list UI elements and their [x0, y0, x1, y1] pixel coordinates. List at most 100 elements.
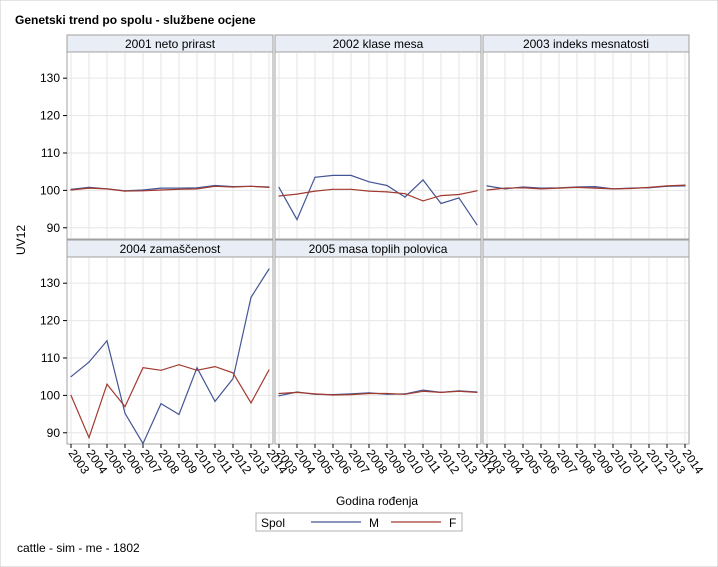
data-point-F	[594, 187, 596, 189]
data-point-F	[124, 190, 126, 192]
data-point-F	[232, 372, 234, 374]
data-point-M	[404, 196, 406, 198]
data-point-F	[70, 394, 72, 396]
data-point-F	[196, 188, 198, 190]
panel-strip	[482, 239, 690, 258]
data-point-F	[666, 185, 668, 187]
data-point-F	[648, 186, 650, 188]
panel-plot-area	[66, 51, 274, 240]
data-point-M	[88, 361, 90, 363]
data-point-F	[630, 187, 632, 190]
data-point-F	[178, 188, 180, 190]
data-point-F	[196, 369, 198, 371]
data-point-M	[196, 187, 198, 189]
legend-title: Spol	[261, 516, 285, 530]
data-point-M	[386, 184, 388, 187]
panel: 2002 klase mesa	[274, 34, 482, 240]
data-point-M	[250, 296, 252, 298]
data-point-F	[576, 186, 578, 188]
panel-strip-label: 2002 klase mesa	[333, 37, 424, 51]
data-point-M	[368, 181, 370, 183]
data-point-F	[404, 193, 406, 195]
data-point-F	[540, 188, 542, 190]
chart-title: Genetski trend po spolu - službene ocjen…	[15, 13, 256, 27]
y-tick-label: 120	[40, 109, 60, 123]
panel: 2004 zamaščenost901001101201302003200420…	[40, 239, 291, 477]
data-point-M	[106, 340, 108, 342]
data-point-F	[458, 390, 460, 392]
data-point-M	[124, 412, 126, 414]
data-point-M	[486, 185, 488, 187]
data-point-F	[70, 189, 72, 191]
data-point-M	[160, 403, 162, 405]
series-line-F	[70, 364, 270, 440]
legend-label-M: M	[369, 516, 379, 530]
panel-strip-label: 2003 indeks mesnatosti	[523, 37, 649, 51]
data-point-M	[440, 202, 442, 205]
data-point-F	[332, 188, 334, 190]
data-point-M	[142, 443, 144, 445]
data-point-F	[296, 193, 298, 195]
series-line-M	[278, 174, 478, 226]
y-tick-label: 90	[47, 426, 61, 440]
data-point-M	[350, 174, 352, 177]
data-point-F	[476, 190, 478, 192]
data-point-M	[458, 197, 460, 199]
y-tick-label: 110	[41, 351, 60, 365]
panels-layer: 2001 neto prirast 90 100 110 120 130 2002 klas…	[40, 34, 707, 477]
panel-plot-area	[482, 256, 690, 445]
data-point-F	[486, 189, 488, 191]
data-point-F	[386, 392, 388, 395]
data-point-F	[314, 190, 316, 192]
series-line-F	[70, 185, 270, 192]
data-point-F	[142, 367, 144, 369]
legend: Spol M F	[255, 512, 463, 532]
data-point-F	[250, 185, 252, 187]
legend-label-F: F	[449, 516, 456, 530]
panel: 2001 neto prirast 90 100 110 120 130	[40, 34, 274, 240]
data-point-M	[422, 179, 424, 181]
data-point-F	[142, 190, 144, 192]
data-point-F	[88, 437, 90, 439]
data-point-F	[160, 189, 162, 191]
data-point-F	[278, 392, 280, 395]
data-point-F	[124, 406, 126, 408]
data-point-F	[558, 187, 560, 189]
data-point-F	[440, 195, 442, 197]
data-point-F	[368, 190, 370, 192]
y-tick-label: 100	[40, 388, 60, 402]
data-point-F	[368, 392, 370, 395]
data-point-F	[268, 369, 270, 371]
panel: 2005 masa toplih polovica200320042005200…	[274, 239, 499, 477]
y-tick-label: 130	[40, 276, 60, 290]
panel-plot-area	[274, 256, 482, 445]
panel-strip-label: 2005 masa toplih polovica	[309, 242, 448, 256]
panel-plot-area	[66, 256, 274, 445]
data-point-F	[684, 184, 686, 186]
data-point-M	[268, 268, 270, 270]
data-point-F	[404, 393, 406, 395]
data-point-F	[422, 200, 424, 202]
series-line-F	[278, 188, 478, 202]
data-point-M	[332, 174, 334, 177]
data-point-F	[106, 188, 108, 190]
data-point-M	[278, 186, 280, 188]
data-point-F	[504, 187, 506, 189]
data-point-F	[476, 391, 478, 393]
data-point-F	[350, 188, 352, 190]
data-point-F	[350, 394, 352, 396]
footnote: cattle - sim - me - 1802	[17, 541, 140, 555]
data-point-F	[214, 185, 216, 187]
data-point-M	[594, 186, 596, 188]
y-tick-label: 120	[40, 314, 60, 328]
data-point-M	[214, 400, 216, 402]
panel-strip-label: 2004 zamaščenost	[120, 242, 221, 256]
data-point-F	[458, 193, 460, 196]
data-point-F	[88, 187, 90, 189]
y-tick-label: 110	[41, 146, 60, 160]
y-tick-label: 130	[40, 71, 60, 85]
data-point-M	[422, 389, 424, 391]
data-point-M	[232, 377, 234, 380]
data-point-M	[196, 367, 198, 369]
